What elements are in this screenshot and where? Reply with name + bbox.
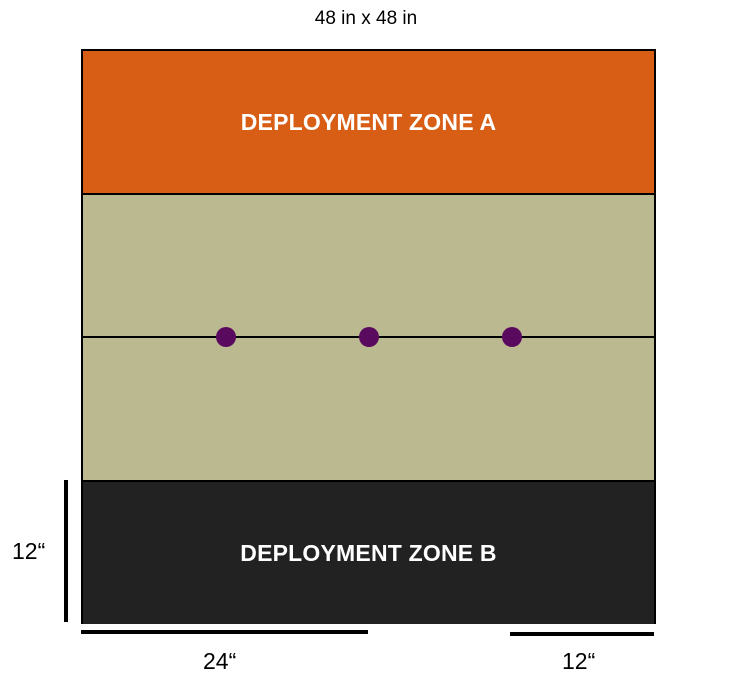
edge-offset-bar bbox=[510, 632, 654, 636]
objective-marker-left bbox=[216, 327, 236, 347]
map-size-title: 48 in x 48 in bbox=[314, 8, 418, 29]
objective-marker-center bbox=[359, 327, 379, 347]
zone-depth-label: 12“ bbox=[12, 538, 46, 564]
deployment-zone-b: DEPLOYMENT ZONE B bbox=[83, 480, 654, 624]
edge-offset-label: 12“ bbox=[562, 648, 596, 674]
game-board: DEPLOYMENT ZONE A DEPLOYMENT ZONE B bbox=[81, 49, 656, 624]
center-offset-bar bbox=[81, 630, 368, 634]
deployment-zone-a-label: DEPLOYMENT ZONE A bbox=[240, 108, 497, 135]
zone-depth-bar bbox=[64, 480, 68, 622]
deployment-zone-a: DEPLOYMENT ZONE A bbox=[83, 51, 654, 195]
deployment-zone-b-label: DEPLOYMENT ZONE B bbox=[240, 539, 497, 566]
center-offset-label: 24“ bbox=[203, 648, 237, 674]
objective-marker-right bbox=[502, 327, 522, 347]
